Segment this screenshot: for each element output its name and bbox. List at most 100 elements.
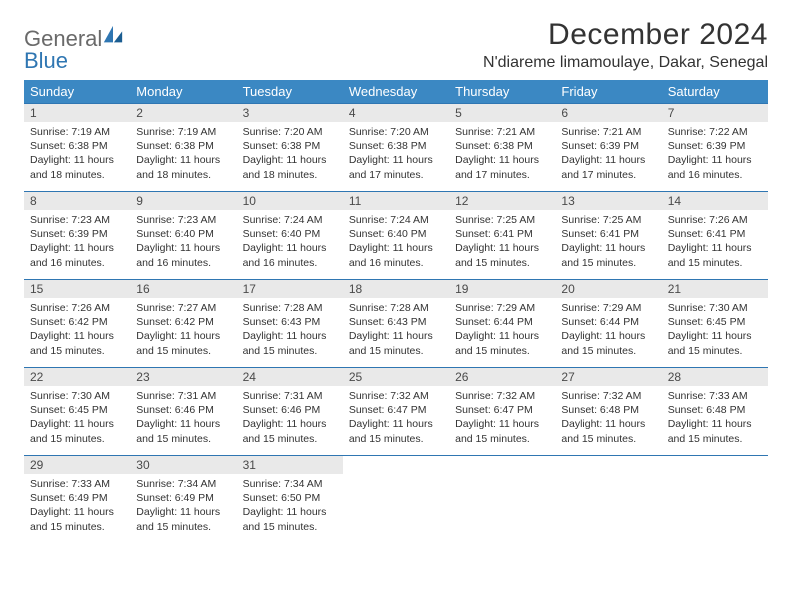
daylight-line: Daylight: 11 hours and 15 minutes. xyxy=(136,506,220,532)
day-number: 22 xyxy=(24,368,130,386)
sunset-line: Sunset: 6:40 PM xyxy=(349,228,427,240)
calendar-day-cell: 10Sunrise: 7:24 AMSunset: 6:40 PMDayligh… xyxy=(237,192,343,280)
sunrise-line: Sunrise: 7:21 AM xyxy=(455,126,535,138)
day-info: Sunrise: 7:32 AMSunset: 6:47 PMDaylight:… xyxy=(449,386,555,450)
calendar-day-cell: 21Sunrise: 7:30 AMSunset: 6:45 PMDayligh… xyxy=(662,280,768,368)
day-number: 28 xyxy=(662,368,768,386)
day-info: Sunrise: 7:26 AMSunset: 6:41 PMDaylight:… xyxy=(662,210,768,274)
day-number: 3 xyxy=(237,104,343,122)
day-number: 23 xyxy=(130,368,236,386)
sunrise-line: Sunrise: 7:20 AM xyxy=(349,126,429,138)
daylight-line: Daylight: 11 hours and 17 minutes. xyxy=(349,154,433,180)
sunset-line: Sunset: 6:43 PM xyxy=(243,316,321,328)
sunset-line: Sunset: 6:39 PM xyxy=(561,140,639,152)
day-number: 30 xyxy=(130,456,236,474)
calendar-day-cell: 18Sunrise: 7:28 AMSunset: 6:43 PMDayligh… xyxy=(343,280,449,368)
day-info: Sunrise: 7:29 AMSunset: 6:44 PMDaylight:… xyxy=(449,298,555,362)
sunrise-line: Sunrise: 7:20 AM xyxy=(243,126,323,138)
day-number: 13 xyxy=(555,192,661,210)
day-info: Sunrise: 7:31 AM Sunset: 6:46 PM Daylight:… xyxy=(237,386,343,450)
sunrise-line: Sunrise: 7:31 AM xyxy=(243,390,323,402)
calendar-day-cell: 14Sunrise: 7:26 AMSunset: 6:41 PMDayligh… xyxy=(662,192,768,280)
calendar-week-row: 22 Sunrise: 7:30 AM Sunset: 6:45 PM Dayligh… xyxy=(24,368,768,456)
sunset-line: Sunset: 6:38 PM xyxy=(136,140,214,152)
day-info: Sunrise: 7:22 AMSunset: 6:39 PMDaylight:… xyxy=(662,122,768,186)
daylight-line: Daylight: 11 hours and 18 minutes. xyxy=(30,154,114,180)
calendar-day-cell: 4Sunrise: 7:20 AMSunset: 6:38 PMDaylight… xyxy=(343,104,449,192)
sunset-line: Sunset: 6:42 PM xyxy=(30,316,108,328)
day-info: Sunrise: 7:30 AMSunset: 6:45 PMDaylight:… xyxy=(662,298,768,362)
day-number: 20 xyxy=(555,280,661,298)
weekday-header: Sunday xyxy=(24,80,130,104)
weekday-header: Saturday xyxy=(662,80,768,104)
day-number: 31 xyxy=(237,456,343,474)
sunset-line: Sunset: 6:48 PM xyxy=(668,404,746,416)
day-info: Sunrise: 7:28 AMSunset: 6:43 PMDaylight:… xyxy=(237,298,343,362)
calendar-day-cell: 29Sunrise: 7:33 AMSunset: 6:49 PMDayligh… xyxy=(24,456,130,544)
sunrise-line: Sunrise: 7:26 AM xyxy=(30,302,110,314)
day-number: 16 xyxy=(130,280,236,298)
calendar-day-cell: 6Sunrise: 7:21 AMSunset: 6:39 PMDaylight… xyxy=(555,104,661,192)
weekday-header: Tuesday xyxy=(237,80,343,104)
day-info: Sunrise: 7:23 AMSunset: 6:39 PMDaylight:… xyxy=(24,210,130,274)
calendar-day-cell: 27Sunrise: 7:32 AMSunset: 6:48 PMDayligh… xyxy=(555,368,661,456)
calendar-day-cell: 17Sunrise: 7:28 AMSunset: 6:43 PMDayligh… xyxy=(237,280,343,368)
sunset-line: Sunset: 6:43 PM xyxy=(349,316,427,328)
daylight-line: Daylight: 11 hours and 15 minutes. xyxy=(349,418,433,444)
sunrise-line: Sunrise: 7:26 AM xyxy=(668,214,748,226)
sunrise-line: Sunrise: 7:28 AM xyxy=(349,302,429,314)
sunrise-line: Sunrise: 7:29 AM xyxy=(455,302,535,314)
location-text: N'diareme limamoulaye, Dakar, Senegal xyxy=(483,54,768,72)
sunrise-line: Sunrise: 7:25 AM xyxy=(455,214,535,226)
calendar-table: Sunday Monday Tuesday Wednesday Thursday… xyxy=(24,80,768,544)
day-info: Sunrise: 7:25 AMSunset: 6:41 PMDaylight:… xyxy=(449,210,555,274)
day-info: Sunrise: 7:25 AMSunset: 6:41 PMDaylight:… xyxy=(555,210,661,274)
sunset-line: Sunset: 6:49 PM xyxy=(136,492,214,504)
sunset-line: Sunset: 6:44 PM xyxy=(561,316,639,328)
sunset-line: Sunset: 6:47 PM xyxy=(349,404,427,416)
day-number: 8 xyxy=(24,192,130,210)
sunset-line: Sunset: 6:41 PM xyxy=(668,228,746,240)
sunset-line: Sunset: 6:38 PM xyxy=(30,140,108,152)
weekday-header: Friday xyxy=(555,80,661,104)
sunrise-line: Sunrise: 7:30 AM xyxy=(668,302,748,314)
daylight-line: Daylight: 11 hours and 15 minutes. xyxy=(136,330,220,356)
calendar-day-cell: 12Sunrise: 7:25 AMSunset: 6:41 PMDayligh… xyxy=(449,192,555,280)
daylight-line: Daylight: 11 hours and 15 minutes. xyxy=(243,418,327,444)
day-number: 5 xyxy=(449,104,555,122)
sunset-line: Sunset: 6:45 PM xyxy=(30,404,108,416)
calendar-day-cell xyxy=(343,456,449,544)
calendar-week-row: 29Sunrise: 7:33 AMSunset: 6:49 PMDayligh… xyxy=(24,456,768,544)
day-number: 18 xyxy=(343,280,449,298)
sunrise-line: Sunrise: 7:30 AM xyxy=(30,390,110,402)
calendar-day-cell: 13Sunrise: 7:25 AMSunset: 6:41 PMDayligh… xyxy=(555,192,661,280)
day-info: Sunrise: 7:24 AMSunset: 6:40 PMDaylight:… xyxy=(343,210,449,274)
sunset-line: Sunset: 6:46 PM xyxy=(243,404,321,416)
day-number: 10 xyxy=(237,192,343,210)
sunset-line: Sunset: 6:38 PM xyxy=(455,140,533,152)
day-number: 27 xyxy=(555,368,661,386)
day-number: 19 xyxy=(449,280,555,298)
day-info: Sunrise: 7:21 AMSunset: 6:38 PMDaylight:… xyxy=(449,122,555,186)
day-info: Sunrise: 7:19 AMSunset: 6:38 PMDaylight:… xyxy=(24,122,130,186)
day-info: Sunrise: 7:29 AMSunset: 6:44 PMDaylight:… xyxy=(555,298,661,362)
day-info: Sunrise: 7:23 AMSunset: 6:40 PMDaylight:… xyxy=(130,210,236,274)
day-number: 14 xyxy=(662,192,768,210)
day-info: Sunrise: 7:32 AMSunset: 6:48 PMDaylight:… xyxy=(555,386,661,450)
sunrise-line: Sunrise: 7:23 AM xyxy=(136,214,216,226)
day-number: 7 xyxy=(662,104,768,122)
daylight-line: Daylight: 11 hours and 16 minutes. xyxy=(30,242,114,268)
calendar-week-row: 1Sunrise: 7:19 AMSunset: 6:38 PMDaylight… xyxy=(24,104,768,192)
sunset-line: Sunset: 6:47 PM xyxy=(455,404,533,416)
sunset-line: Sunset: 6:45 PM xyxy=(668,316,746,328)
calendar-week-row: 8Sunrise: 7:23 AMSunset: 6:39 PMDaylight… xyxy=(24,192,768,280)
sunrise-line: Sunrise: 7:31 AM xyxy=(136,390,216,402)
daylight-line: Daylight: 11 hours and 16 minutes. xyxy=(243,242,327,268)
sail-icon xyxy=(102,24,124,46)
sunrise-line: Sunrise: 7:34 AM xyxy=(136,478,216,490)
sunset-line: Sunset: 6:50 PM xyxy=(243,492,321,504)
daylight-line: Daylight: 11 hours and 15 minutes. xyxy=(30,418,114,444)
day-info: Sunrise: 7:20 AMSunset: 6:38 PMDaylight:… xyxy=(237,122,343,186)
calendar-day-cell: 19Sunrise: 7:29 AMSunset: 6:44 PMDayligh… xyxy=(449,280,555,368)
calendar-day-cell: 22 Sunrise: 7:30 AM Sunset: 6:45 PM Dayligh… xyxy=(24,368,130,456)
